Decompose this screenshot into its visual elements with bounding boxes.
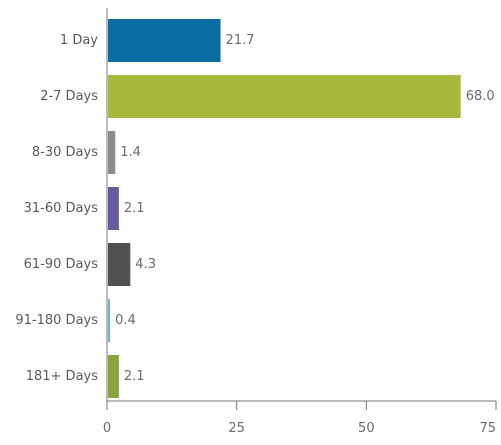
value-label: 68.0 — [466, 89, 495, 104]
category-label: 2-7 Days — [40, 89, 98, 104]
bars-group: 1 Day 21.7 2-7 Days 68.0 8-30 Days 1.4 31-60 D… — [15, 19, 495, 398]
category-label: 61-90 Days — [24, 257, 99, 272]
value-label: 2.1 — [124, 201, 145, 216]
category-label: 181+ Days — [26, 369, 99, 384]
value-label: 21.7 — [226, 33, 255, 48]
x-tick-label: 50 — [358, 421, 375, 436]
x-ticks-group: 0 25 50 75 — [103, 401, 497, 436]
bar — [108, 187, 119, 230]
x-tick-label: 75 — [479, 421, 496, 436]
bar — [108, 19, 221, 62]
bar — [108, 355, 119, 398]
bar — [108, 131, 116, 174]
category-label: 31-60 Days — [24, 201, 99, 216]
value-label: 2.1 — [124, 369, 145, 384]
category-label: 8-30 Days — [32, 145, 98, 160]
category-label: 91-180 Days — [15, 313, 98, 328]
value-label: 0.4 — [115, 313, 136, 328]
value-label: 1.4 — [120, 145, 141, 160]
bar — [108, 243, 131, 286]
value-label: 4.3 — [135, 257, 156, 272]
category-label: 1 Day — [60, 33, 98, 48]
bar — [108, 75, 461, 118]
x-tick-label: 0 — [103, 421, 111, 436]
x-tick-label: 25 — [228, 421, 245, 436]
bar — [108, 299, 111, 342]
